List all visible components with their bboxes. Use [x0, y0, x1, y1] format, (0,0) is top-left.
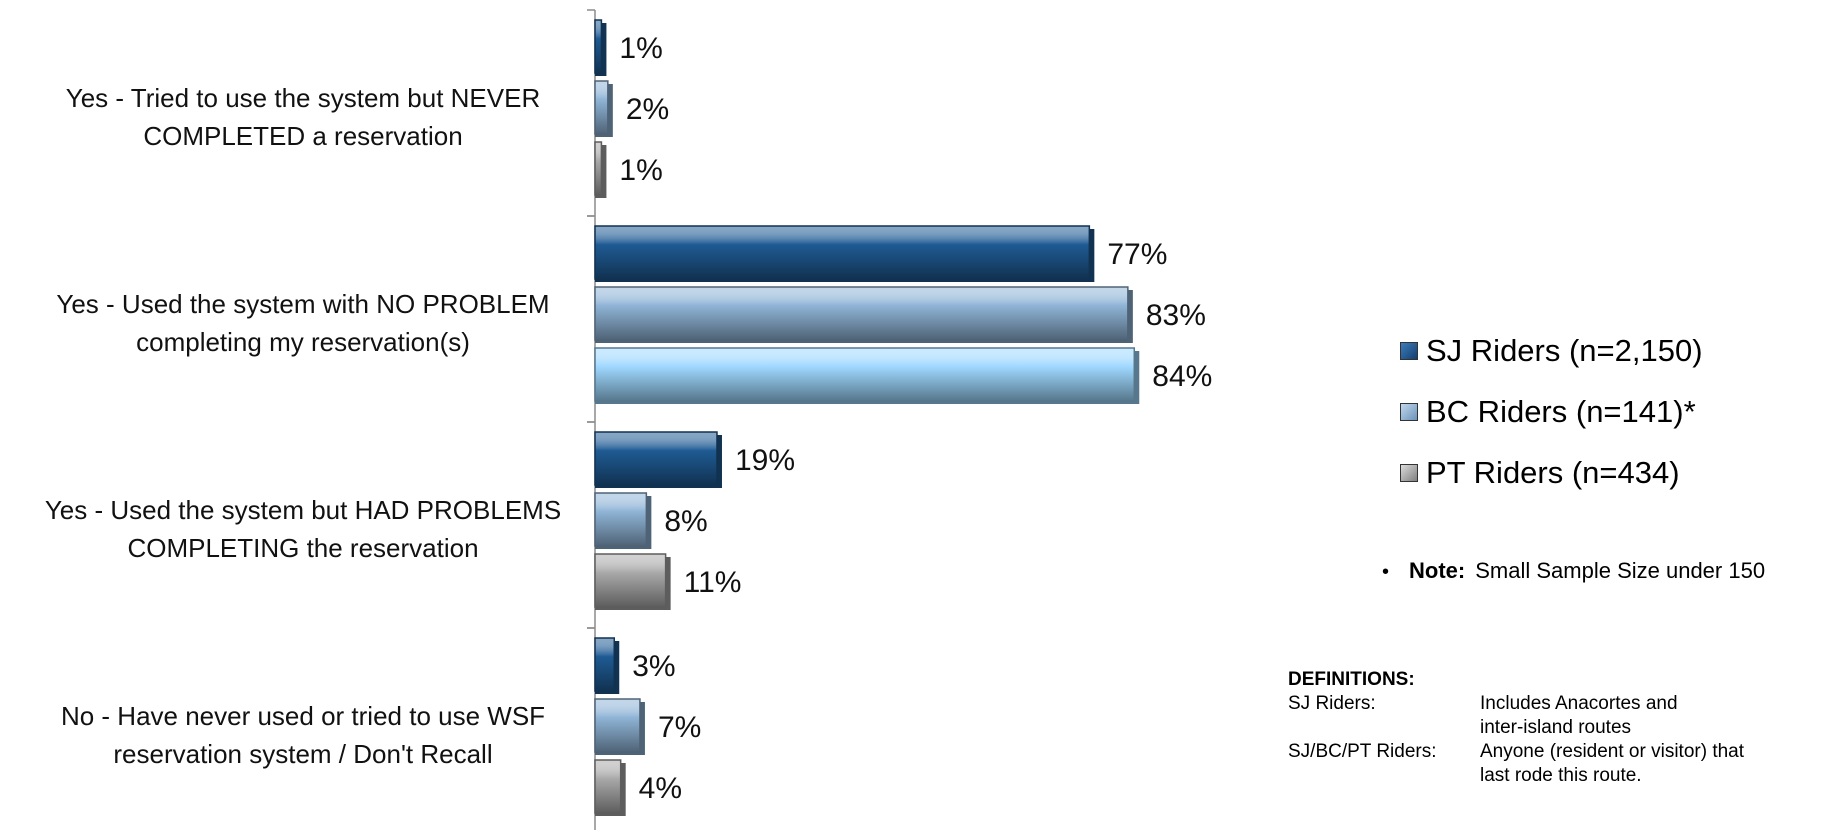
definition-term: SJ Riders: [1288, 693, 1376, 714]
data-label: 1% [619, 154, 662, 187]
definition-line: Anyone (resident or visitor) that [1480, 741, 1745, 762]
bar-highlight [594, 759, 622, 814]
definition-text: Anyone (resident or visitor) that last r… [1480, 740, 1833, 788]
bar-highlight [594, 347, 1136, 402]
bar-highlight [594, 225, 1091, 280]
bar-highlight [594, 141, 603, 196]
data-label: 4% [639, 772, 682, 805]
definition-line: Includes Anacortes and [1480, 693, 1678, 714]
legend-label-sj: SJ Riders (n=2,150) [1426, 332, 1703, 368]
legend-swatch-sj [1400, 341, 1418, 360]
bar-highlight [594, 431, 718, 486]
bar-highlight [594, 492, 648, 547]
data-label: 7% [658, 711, 701, 744]
data-label: 83% [1146, 299, 1206, 332]
bar-highlight [594, 286, 1129, 341]
definition-term: SJ/BC/PT Riders: [1288, 741, 1437, 762]
data-label: 2% [626, 93, 669, 126]
definition-line: last rode this route. [1480, 765, 1642, 786]
definition-row: SJ Riders: Includes Anacortes and inter-… [1288, 692, 1833, 740]
legend-item-sj: SJ Riders (n=2,150) [1400, 320, 1703, 381]
bar-highlight [594, 698, 641, 753]
legend-swatch-bc [1400, 402, 1418, 421]
definition-text: Includes Anacortes and inter-island rout… [1480, 692, 1833, 740]
category-label: Yes - Used the system but HAD PROBLEMS CO… [45, 495, 561, 563]
data-label: 77% [1107, 238, 1167, 271]
definition-line: inter-island routes [1480, 717, 1632, 738]
data-label: 3% [632, 650, 675, 683]
legend: SJ Riders (n=2,150) BC Riders (n=141)* P… [1400, 320, 1703, 503]
data-label: 84% [1152, 360, 1212, 393]
legend-label-bc: BC Riders (n=141)* [1426, 393, 1696, 429]
data-label: 19% [735, 444, 795, 477]
bar-highlight [594, 637, 616, 692]
bar-highlight [594, 80, 609, 135]
sample-size-note: • Note: Small Sample Size under 150 [1382, 558, 1765, 584]
category-label: Yes - Used the system with NO PROBLEM com… [56, 289, 549, 357]
legend-item-bc: BC Riders (n=141)* [1400, 381, 1703, 442]
data-label: 1% [619, 32, 662, 65]
definitions-title: DEFINITIONS: [1288, 669, 1415, 690]
data-label: 8% [664, 505, 707, 538]
category-label: Yes - Tried to use the system but NEVER C… [66, 83, 540, 151]
legend-label-pt: PT Riders (n=434) [1426, 454, 1680, 490]
category-label: No - Have never used or tried to use WSF… [61, 701, 545, 769]
note-bullet: • [1382, 561, 1390, 583]
legend-swatch-pt [1400, 463, 1418, 482]
bar-highlight [594, 19, 603, 74]
legend-item-pt: PT Riders (n=434) [1400, 442, 1703, 503]
note-label: Note: [1409, 558, 1466, 583]
data-label: 11% [684, 566, 742, 599]
note-text: Small Sample Size under 150 [1475, 558, 1766, 583]
definitions: DEFINITIONS: SJ Riders: Includes Anacort… [1288, 668, 1833, 788]
bar-highlight [594, 553, 667, 608]
definition-row: SJ/BC/PT Riders: Anyone (resident or vis… [1288, 740, 1833, 788]
